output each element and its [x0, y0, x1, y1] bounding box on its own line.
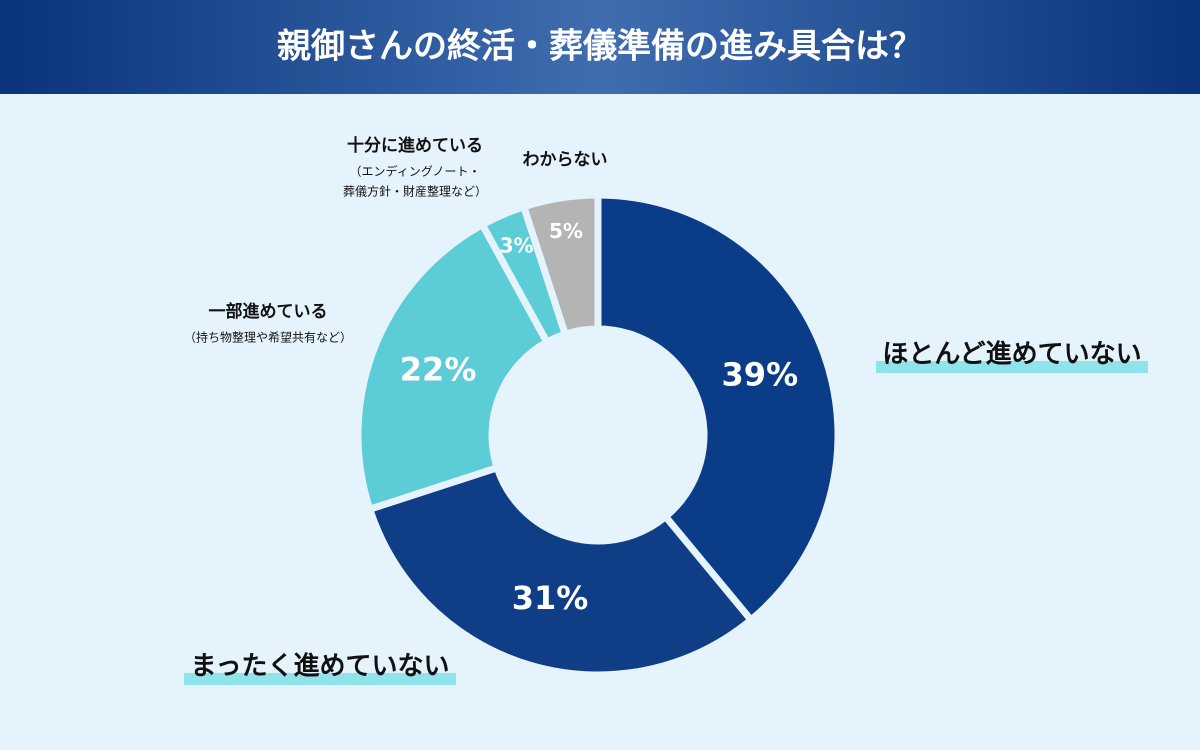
category-note: （持ち物整理や希望共有など） — [184, 330, 352, 345]
header-band — [0, 0, 1200, 94]
value-label: 39% — [722, 356, 799, 394]
value-label: 5% — [549, 219, 583, 243]
donut-segment — [519, 191, 602, 339]
donut-segment — [354, 219, 552, 514]
chart-title: 親御さんの終活・葬儀準備の進み具合は？ — [277, 27, 923, 67]
category-label: 一部進めている — [209, 301, 328, 322]
donut-segment — [365, 463, 756, 679]
category-label: まったく進めていない — [191, 652, 450, 682]
category-label: ほとんど進めていない — [882, 340, 1141, 370]
category-label: わからない — [523, 150, 608, 170]
value-label: 3% — [500, 233, 534, 257]
label-highlight — [876, 361, 1148, 373]
category-note: 葬儀方針・財産整理など） — [343, 184, 487, 199]
value-label: 22% — [400, 351, 477, 389]
category-label: 十分に進めている — [347, 135, 483, 156]
donut-segment — [594, 191, 842, 625]
value-label: 31% — [512, 579, 589, 617]
label-highlight — [184, 673, 456, 685]
category-note: （エンディングノート・ — [350, 164, 481, 179]
